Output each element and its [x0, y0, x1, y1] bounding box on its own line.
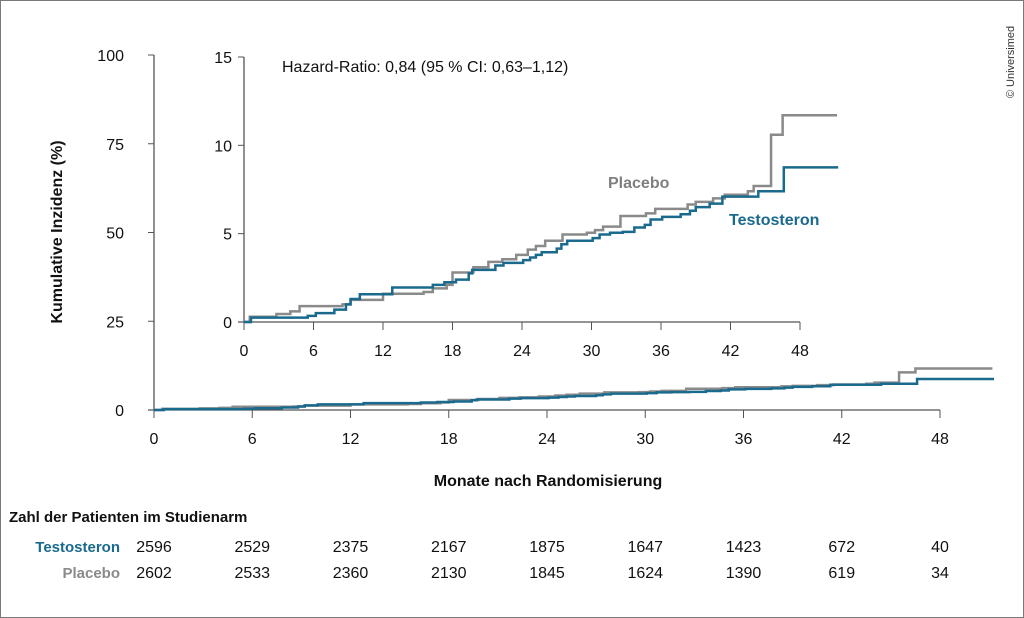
inset-x-tick-label: 24	[513, 343, 531, 360]
curve-placebo	[154, 367, 993, 412]
main-x-tick-label: 18	[440, 431, 458, 448]
risk-value: 2375	[333, 539, 369, 556]
risk-value: 1845	[529, 565, 565, 582]
inset-y-tick-label: 10	[214, 138, 232, 155]
risk-value: 2596	[136, 539, 172, 556]
main-x-tick-label: 42	[833, 431, 851, 448]
y-axis-label: Kumulative Inzidenz (%)	[49, 140, 66, 323]
risk-value: 2130	[431, 565, 467, 582]
main-y-tick-label: 0	[115, 403, 124, 420]
main-x-tick-label: 6	[248, 431, 257, 448]
risk-value: 2533	[234, 565, 270, 582]
inset-x-tick-label: 30	[583, 343, 601, 360]
risk-row-label: Testosteron	[35, 539, 120, 556]
main-x-tick-label: 30	[636, 431, 654, 448]
inset-x-tick-label: 0	[240, 343, 249, 360]
inset-x-tick-label: 12	[374, 343, 392, 360]
risk-value: 672	[828, 539, 855, 556]
inset-x-tick-label: 36	[652, 343, 670, 360]
main-y-tick-label: 25	[106, 314, 124, 331]
risk-value: 1624	[627, 565, 663, 582]
risk-table-title: Zahl der Patienten im Studienarm	[9, 509, 247, 526]
main-x-tick-label: 48	[931, 431, 949, 448]
main-y-tick-label: 100	[97, 48, 124, 65]
risk-value: 2360	[333, 565, 369, 582]
inset-y-tick-label: 0	[223, 315, 232, 332]
risk-value: 1875	[529, 539, 565, 556]
risk-value: 1390	[726, 565, 762, 582]
legend-testosteron: Testosteron	[729, 212, 819, 229]
risk-value: 619	[828, 565, 855, 582]
risk-value: 2529	[234, 539, 270, 556]
main-x-tick-label: 24	[538, 431, 556, 448]
risk-value: 1647	[627, 539, 663, 556]
hazard-ratio-annotation: Hazard-Ratio: 0,84 (95 % CI: 0,63–1,12)	[282, 59, 568, 76]
main-x-tick-label: 36	[735, 431, 753, 448]
copyright-text: © Universimed	[1005, 26, 1017, 98]
inset-x-tick-label: 48	[791, 343, 809, 360]
inset-x-tick-label: 6	[309, 343, 318, 360]
main-x-tick-label: 12	[342, 431, 360, 448]
inset-y-tick-label: 5	[223, 227, 232, 244]
risk-value: 1423	[726, 539, 762, 556]
inset-x-tick-label: 42	[722, 343, 740, 360]
legend-placebo: Placebo	[608, 175, 670, 192]
risk-value: 2602	[136, 565, 172, 582]
x-axis-label: Monate nach Randomisierung	[434, 473, 662, 490]
curve-testosteron	[154, 377, 995, 412]
main-x-tick-label: 0	[150, 431, 159, 448]
main-y-tick-label: 75	[106, 137, 124, 154]
inset-x-tick-label: 18	[444, 343, 462, 360]
curve-testosteron	[244, 166, 839, 324]
main-y-tick-label: 50	[106, 226, 124, 243]
risk-value: 34	[931, 565, 949, 582]
inset-y-tick-label: 15	[214, 50, 232, 67]
risk-row-label: Placebo	[62, 565, 120, 582]
risk-value: 40	[931, 539, 949, 556]
risk-value: 2167	[431, 539, 467, 556]
